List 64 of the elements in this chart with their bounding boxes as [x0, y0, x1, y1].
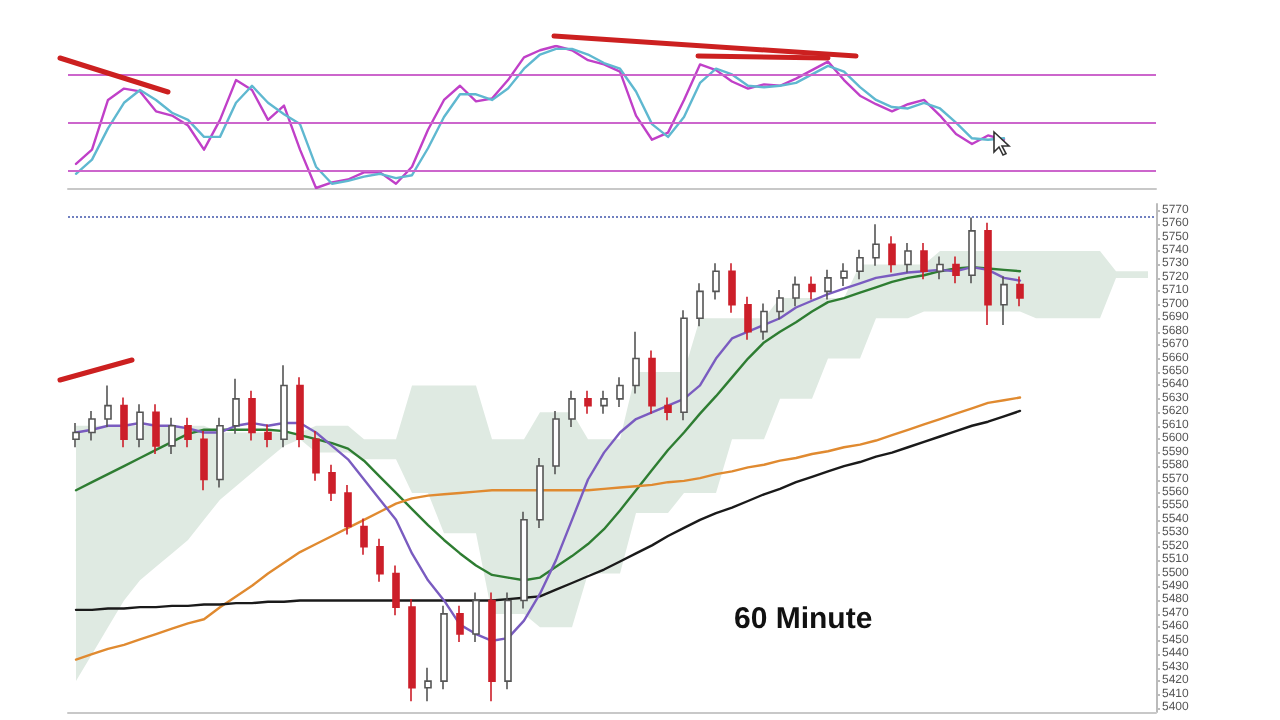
candlestick [1000, 275, 1008, 326]
candlestick [760, 302, 768, 341]
candlestick [472, 591, 480, 643]
text: 60 Minute [734, 602, 873, 636]
candlestick [200, 430, 208, 492]
candlestick [808, 275, 816, 301]
candlestick [72, 422, 80, 449]
candlestick [648, 349, 656, 415]
candlestick [552, 410, 560, 475]
candlestick [920, 242, 928, 281]
candlestick [88, 410, 96, 442]
candlestick [520, 510, 528, 610]
candlestick [936, 255, 944, 281]
candlestick [872, 223, 880, 267]
candlestick [248, 390, 256, 442]
candlestick [296, 376, 304, 449]
candlestick [584, 390, 592, 415]
candlestick [840, 262, 848, 287]
candlestick [120, 396, 128, 449]
candlestick [968, 216, 976, 285]
candlestick [424, 666, 432, 703]
candlestick [328, 463, 336, 502]
candlestick [952, 255, 960, 285]
candlestick [696, 282, 704, 328]
candlestick [360, 517, 368, 556]
candlestick [712, 262, 720, 301]
candlestick [776, 289, 784, 321]
candlestick [488, 591, 496, 703]
candlestick [152, 403, 160, 455]
candlestick [824, 269, 832, 301]
candlestick [344, 484, 352, 536]
candlestick [392, 564, 400, 617]
candlestick [104, 384, 112, 428]
candlestick [856, 248, 864, 281]
candlestick [984, 222, 992, 326]
candlestick [456, 605, 464, 643]
candlestick [728, 262, 736, 314]
candlestick [1016, 275, 1024, 307]
candlestick [792, 275, 800, 307]
candlestick [664, 396, 672, 422]
candlestick [440, 605, 448, 690]
candlestick [136, 403, 144, 449]
candlestick [232, 377, 240, 435]
line-series [74, 265, 1022, 582]
candlestick [408, 598, 416, 703]
candlestick [312, 430, 320, 482]
candlestick [216, 416, 224, 489]
candlestick [632, 330, 640, 395]
candlestick [280, 364, 288, 449]
candlestick [616, 376, 624, 408]
candlestick [680, 309, 688, 422]
candlestick [888, 235, 896, 274]
candlestick [904, 242, 912, 274]
candlestick [536, 457, 544, 529]
candlestick [168, 416, 176, 455]
candlestick [504, 591, 512, 690]
candlestick [568, 390, 576, 428]
candlestick [184, 416, 192, 449]
candlestick [600, 390, 608, 415]
line-series [74, 265, 1022, 642]
line-series [74, 396, 1022, 661]
candlestick [264, 423, 272, 449]
candlestick [376, 537, 384, 583]
candlestick [744, 295, 752, 341]
